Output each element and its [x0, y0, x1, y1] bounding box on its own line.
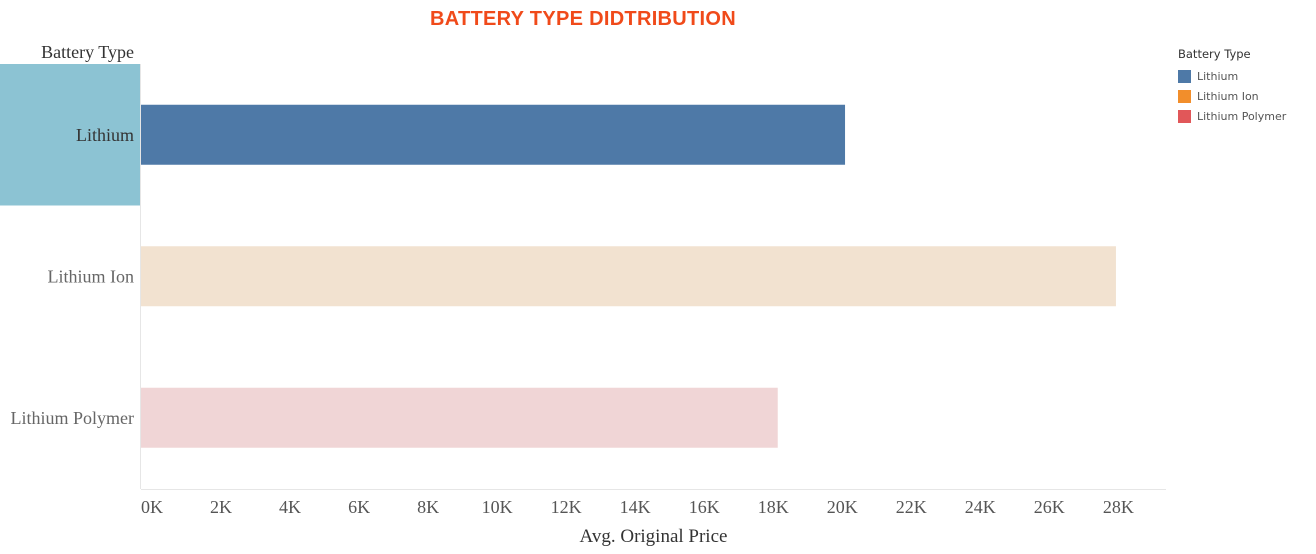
selected-row-highlight — [0, 64, 140, 206]
x-axis-title: Avg. Original Price — [580, 526, 728, 547]
x-tick-label: 8K — [417, 497, 439, 517]
legend-title: Battery Type — [1178, 47, 1251, 61]
category-label-lithium-ion[interactable]: Lithium Ion — [48, 266, 135, 286]
legend-label: Lithium — [1197, 69, 1239, 83]
x-tick-label: 14K — [620, 497, 651, 517]
x-tick-label: 22K — [896, 497, 927, 517]
category-label-lithium-polymer[interactable]: Lithium Polymer — [11, 408, 135, 428]
x-tick-label: 28K — [1103, 497, 1134, 517]
bar-lithium[interactable] — [141, 104, 846, 165]
x-tick-label: 0K — [141, 497, 163, 517]
x-tick-label: 18K — [758, 497, 789, 517]
legend-item-lithium-polymer[interactable]: Lithium Polymer — [1178, 106, 1286, 126]
x-tick-label: 4K — [279, 497, 301, 517]
legend-swatch — [1178, 69, 1191, 83]
x-tick-label: 26K — [1034, 497, 1065, 517]
legend-item-lithium-ion[interactable]: Lithium Ion — [1178, 86, 1286, 106]
legend-swatch — [1178, 89, 1191, 103]
x-tick-label: 2K — [210, 497, 232, 517]
category-label-lithium[interactable]: Lithium — [76, 125, 134, 145]
x-tick-label: 16K — [689, 497, 720, 517]
legend-label: Lithium Polymer — [1197, 109, 1287, 123]
x-tick-label: 10K — [482, 497, 513, 517]
bar-lithium-polymer[interactable] — [141, 387, 778, 448]
x-tick-label: 24K — [965, 497, 996, 517]
x-tick-label: 12K — [551, 497, 582, 517]
bar-lithium-ion[interactable] — [141, 246, 1116, 307]
legend: Battery Type Lithium Lithium Ion Lithium… — [1178, 47, 1286, 126]
chart-title: BATTERY TYPE DIDTRIBUTION — [429, 8, 737, 30]
legend-label: Lithium Ion — [1197, 89, 1259, 103]
x-tick-label: 6K — [348, 497, 370, 517]
row-header: Battery Type — [41, 42, 134, 62]
legend-item-lithium[interactable]: Lithium — [1178, 66, 1286, 86]
legend-swatch — [1178, 109, 1191, 123]
x-tick-label: 20K — [827, 497, 858, 517]
